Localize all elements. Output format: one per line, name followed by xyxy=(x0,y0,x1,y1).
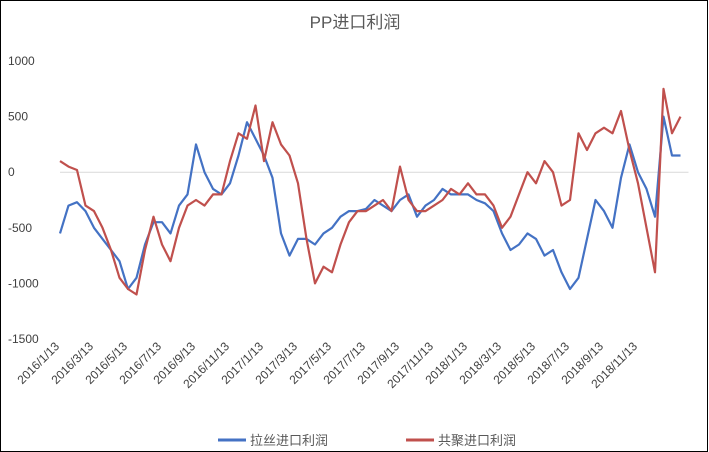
y-tick-label: -1000 xyxy=(8,276,39,290)
y-tick-label: -500 xyxy=(8,221,32,235)
series-line xyxy=(58,115,681,291)
y-tick-label: -1500 xyxy=(8,332,39,346)
y-tick-label: 0 xyxy=(8,165,15,179)
chart-title: PP进口利润 xyxy=(310,13,401,32)
y-tick-label: 1000 xyxy=(8,54,35,68)
legend-label: 拉丝进口利润 xyxy=(250,433,328,448)
series-line xyxy=(59,87,682,296)
y-tick-label: 500 xyxy=(8,110,28,124)
legend-label: 共聚进口利润 xyxy=(438,433,516,448)
